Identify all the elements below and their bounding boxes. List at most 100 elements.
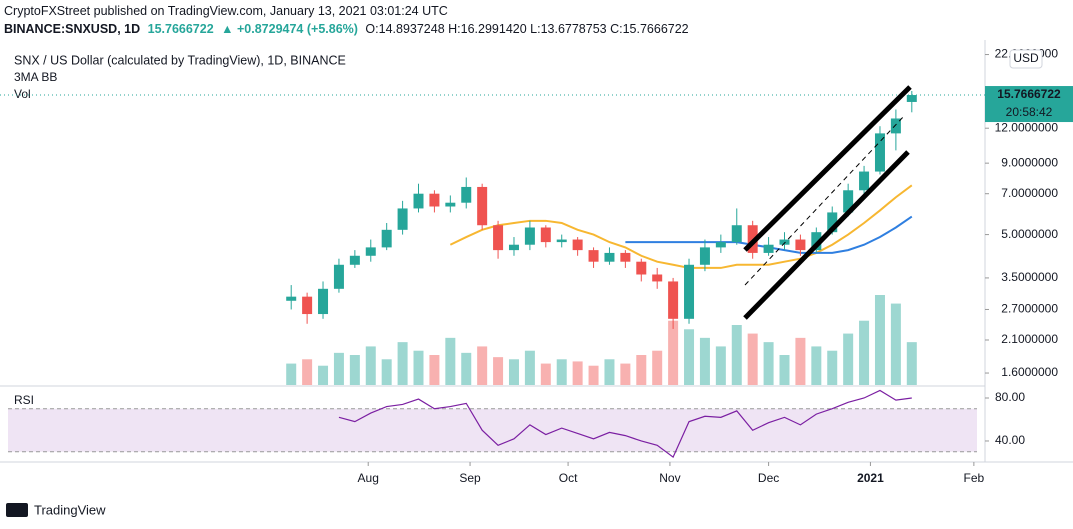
channel-lower (743, 150, 910, 320)
volume-bar (763, 342, 774, 385)
logo (6, 503, 28, 517)
candle-body (477, 186, 488, 226)
candle-body (413, 193, 424, 209)
candle-body (715, 242, 726, 248)
volume-bar (445, 337, 456, 385)
volume-bar (684, 329, 695, 385)
volume-bar (540, 363, 551, 385)
volume-bar (795, 337, 806, 385)
candle-body (636, 261, 647, 275)
candle-body (572, 239, 583, 251)
candle-body (668, 281, 679, 319)
chart-title: SNX / US Dollar (calculated by TradingVi… (14, 53, 346, 67)
candle-body (524, 227, 535, 245)
candle-body (588, 250, 599, 262)
rsi-label: RSI (14, 393, 34, 407)
rsi-tick-label: 80.00 (995, 390, 1025, 404)
volume-bar (890, 303, 901, 385)
y-tick-label: 12.0000000 (995, 120, 1059, 134)
volume-bar (349, 355, 360, 385)
moving-average (449, 184, 913, 269)
volume-bar (874, 295, 885, 385)
candle-body (556, 239, 567, 243)
symbol: BINANCE:SNXUSD, 1D (4, 22, 141, 36)
volume-bar (636, 355, 647, 385)
candle-body (397, 208, 408, 230)
y-tick-label: 9.0000000 (1001, 155, 1058, 169)
volume-bar (477, 346, 488, 385)
y-tick-label: 5.0000000 (1001, 227, 1058, 241)
channel-mid (744, 114, 906, 286)
volume-bar (556, 359, 567, 385)
y-tick-label: 2.7000000 (1001, 302, 1058, 316)
volume-bar (859, 320, 870, 385)
y-tick-label: 3.5000000 (1001, 270, 1058, 284)
candle-body (461, 186, 472, 203)
quote-line: BINANCE:SNXUSD, 1D 15.7666722 ▲ +0.87294… (4, 22, 693, 36)
volume-bar (620, 363, 631, 385)
volume-bar (906, 342, 917, 385)
x-tick-label: Sep (459, 471, 481, 485)
candle-body (620, 252, 631, 262)
volume-bar (333, 352, 344, 385)
candle-body (811, 232, 822, 251)
volume-bar (604, 359, 615, 385)
candle-body (779, 239, 790, 245)
volume-bar (652, 350, 663, 385)
candle-body (333, 264, 344, 289)
volume-bar (779, 355, 790, 385)
candle-body (795, 239, 806, 251)
rsi-tick-label: 40.00 (995, 433, 1025, 447)
rsi-line (338, 389, 912, 459)
volume-bar (668, 320, 679, 385)
y-tick-label: 7.0000000 (1001, 186, 1058, 200)
candle-body (652, 274, 663, 282)
last: 15.7666722 (147, 22, 214, 36)
currency[interactable]: USD (1013, 51, 1039, 65)
countdown: 20:58:42 (1006, 105, 1053, 119)
volume-bar (524, 350, 535, 385)
candle-body (349, 255, 360, 265)
currency-box[interactable] (1009, 49, 1043, 69)
candle-body (906, 95, 917, 102)
candle-body (286, 296, 297, 301)
ohlc: O:14.8937248 H:16.2991420 L:13.6778753 C… (365, 22, 689, 36)
volume-bar (715, 346, 726, 385)
candle-body (859, 171, 870, 191)
candle-body (318, 288, 329, 315)
volume-bar (381, 359, 392, 385)
volume-bar (508, 359, 519, 385)
candle-body (890, 118, 901, 134)
volume-bar (827, 350, 838, 385)
volume-label: Vol (14, 87, 31, 101)
candle-body (365, 247, 376, 256)
candle-body (874, 133, 885, 172)
candle-body (381, 229, 392, 248)
last-price-box (985, 86, 1073, 123)
candle-body (540, 227, 551, 243)
candle-body (302, 296, 313, 315)
x-tick-label: Nov (659, 471, 680, 485)
x-tick-label: Aug (358, 471, 379, 485)
volume-bar (843, 333, 854, 385)
channel-upper (743, 85, 912, 252)
volume-bar (572, 361, 583, 385)
candle-body (843, 190, 854, 213)
x-tick-label: Dec (758, 471, 779, 485)
y-tick-label: 1.6000000 (1001, 365, 1058, 379)
y-tick-label: 2.1000000 (1001, 332, 1058, 346)
candle-body (429, 193, 440, 207)
volume-bar (699, 337, 710, 385)
marks: 1.6000000 2.1000000 2.7000000 3.5000000 5.00… (0, 47, 1058, 485)
published: CryptoFXStreet published on TradingView.… (4, 4, 448, 18)
volume-bar (413, 350, 424, 385)
volume-bar (811, 346, 822, 385)
volume-bar (588, 365, 599, 385)
x-tick-label: 2021 (857, 471, 884, 485)
volume-bar (493, 357, 504, 385)
candle-body (493, 225, 504, 251)
brand: TradingView (34, 502, 106, 517)
change: ▲ +0.8729474 (+5.86%) (221, 22, 358, 36)
last-price-label: 15.7666722 (997, 87, 1061, 101)
